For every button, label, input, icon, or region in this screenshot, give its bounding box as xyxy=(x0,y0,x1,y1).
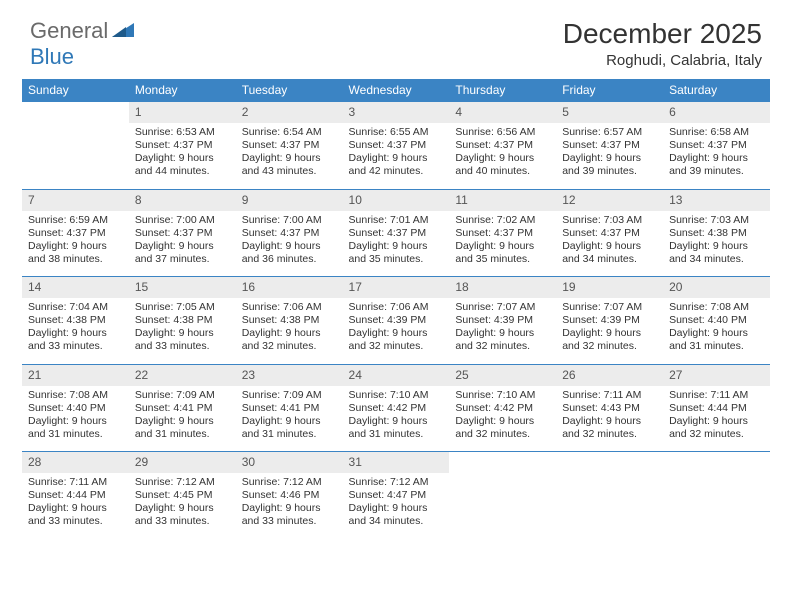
day-number-cell: 30 xyxy=(236,452,343,474)
logo-triangle-icon xyxy=(112,21,134,42)
day-number-cell: 1 xyxy=(129,102,236,124)
day-content-row: Sunrise: 7:04 AMSunset: 4:38 PMDaylight:… xyxy=(22,298,770,364)
day-content-cell: Sunrise: 7:08 AMSunset: 4:40 PMDaylight:… xyxy=(22,386,129,452)
day-number-cell: 16 xyxy=(236,277,343,299)
day-content-cell xyxy=(22,123,129,189)
calendar: Sunday Monday Tuesday Wednesday Thursday… xyxy=(0,75,792,539)
day-content-cell: Sunrise: 7:12 AMSunset: 4:46 PMDaylight:… xyxy=(236,473,343,539)
day-content-cell: Sunrise: 7:11 AMSunset: 4:44 PMDaylight:… xyxy=(22,473,129,539)
day-number-row: 28293031 xyxy=(22,452,770,474)
day-number-cell: 3 xyxy=(343,102,450,124)
day-number-cell xyxy=(449,452,556,474)
day-number-cell: 19 xyxy=(556,277,663,299)
day-content-cell: Sunrise: 7:03 AMSunset: 4:38 PMDaylight:… xyxy=(663,211,770,277)
day-number-row: 14151617181920 xyxy=(22,277,770,299)
day-number-cell: 21 xyxy=(22,364,129,386)
day-number-cell: 17 xyxy=(343,277,450,299)
day-content-row: Sunrise: 7:11 AMSunset: 4:44 PMDaylight:… xyxy=(22,473,770,539)
day-content-cell: Sunrise: 7:07 AMSunset: 4:39 PMDaylight:… xyxy=(449,298,556,364)
day-content-cell: Sunrise: 7:09 AMSunset: 4:41 PMDaylight:… xyxy=(129,386,236,452)
day-content-cell: Sunrise: 7:07 AMSunset: 4:39 PMDaylight:… xyxy=(556,298,663,364)
day-content-cell: Sunrise: 6:54 AMSunset: 4:37 PMDaylight:… xyxy=(236,123,343,189)
day-content-cell: Sunrise: 6:53 AMSunset: 4:37 PMDaylight:… xyxy=(129,123,236,189)
day-number-cell: 11 xyxy=(449,189,556,211)
day-number-cell: 7 xyxy=(22,189,129,211)
weekday-header: Thursday xyxy=(449,79,556,102)
day-number-row: 78910111213 xyxy=(22,189,770,211)
day-content-cell: Sunrise: 7:01 AMSunset: 4:37 PMDaylight:… xyxy=(343,211,450,277)
day-number-cell: 9 xyxy=(236,189,343,211)
day-content-cell: Sunrise: 6:58 AMSunset: 4:37 PMDaylight:… xyxy=(663,123,770,189)
day-content-cell: Sunrise: 7:10 AMSunset: 4:42 PMDaylight:… xyxy=(343,386,450,452)
day-content-cell: Sunrise: 6:56 AMSunset: 4:37 PMDaylight:… xyxy=(449,123,556,189)
day-number-row: 123456 xyxy=(22,102,770,124)
day-number-cell: 15 xyxy=(129,277,236,299)
day-number-cell: 23 xyxy=(236,364,343,386)
day-content-cell: Sunrise: 6:59 AMSunset: 4:37 PMDaylight:… xyxy=(22,211,129,277)
day-number-cell: 26 xyxy=(556,364,663,386)
day-content-row: Sunrise: 7:08 AMSunset: 4:40 PMDaylight:… xyxy=(22,386,770,452)
day-content-cell: Sunrise: 7:10 AMSunset: 4:42 PMDaylight:… xyxy=(449,386,556,452)
day-number-cell: 10 xyxy=(343,189,450,211)
day-content-cell: Sunrise: 7:03 AMSunset: 4:37 PMDaylight:… xyxy=(556,211,663,277)
day-content-cell: Sunrise: 7:00 AMSunset: 4:37 PMDaylight:… xyxy=(129,211,236,277)
day-number-cell: 4 xyxy=(449,102,556,124)
day-number-cell: 13 xyxy=(663,189,770,211)
day-number-cell: 18 xyxy=(449,277,556,299)
day-number-cell: 31 xyxy=(343,452,450,474)
weekday-header: Friday xyxy=(556,79,663,102)
weekday-header: Sunday xyxy=(22,79,129,102)
day-content-cell: Sunrise: 7:12 AMSunset: 4:47 PMDaylight:… xyxy=(343,473,450,539)
calendar-table: Sunday Monday Tuesday Wednesday Thursday… xyxy=(22,79,770,539)
day-number-cell: 24 xyxy=(343,364,450,386)
day-content-cell: Sunrise: 7:00 AMSunset: 4:37 PMDaylight:… xyxy=(236,211,343,277)
day-number-cell: 5 xyxy=(556,102,663,124)
day-content-cell: Sunrise: 6:57 AMSunset: 4:37 PMDaylight:… xyxy=(556,123,663,189)
day-number-cell: 8 xyxy=(129,189,236,211)
day-content-cell: Sunrise: 7:09 AMSunset: 4:41 PMDaylight:… xyxy=(236,386,343,452)
day-content-cell: Sunrise: 7:11 AMSunset: 4:44 PMDaylight:… xyxy=(663,386,770,452)
day-content-cell xyxy=(449,473,556,539)
logo-text-blue: Blue xyxy=(30,44,74,69)
day-number-cell: 25 xyxy=(449,364,556,386)
title-block: December 2025 Roghudi, Calabria, Italy xyxy=(563,18,762,69)
weekday-header: Saturday xyxy=(663,79,770,102)
weekday-header: Wednesday xyxy=(343,79,450,102)
day-number-cell: 2 xyxy=(236,102,343,124)
day-number-cell: 28 xyxy=(22,452,129,474)
day-content-cell: Sunrise: 7:08 AMSunset: 4:40 PMDaylight:… xyxy=(663,298,770,364)
day-content-cell xyxy=(663,473,770,539)
day-content-cell: Sunrise: 7:02 AMSunset: 4:37 PMDaylight:… xyxy=(449,211,556,277)
day-content-cell: Sunrise: 6:55 AMSunset: 4:37 PMDaylight:… xyxy=(343,123,450,189)
day-number-cell xyxy=(556,452,663,474)
day-content-row: Sunrise: 6:53 AMSunset: 4:37 PMDaylight:… xyxy=(22,123,770,189)
day-content-cell: Sunrise: 7:11 AMSunset: 4:43 PMDaylight:… xyxy=(556,386,663,452)
day-number-cell: 20 xyxy=(663,277,770,299)
weekday-header: Tuesday xyxy=(236,79,343,102)
logo-text-general: General xyxy=(30,18,108,44)
day-number-cell: 27 xyxy=(663,364,770,386)
day-content-cell: Sunrise: 7:05 AMSunset: 4:38 PMDaylight:… xyxy=(129,298,236,364)
day-content-cell xyxy=(556,473,663,539)
day-content-cell: Sunrise: 7:12 AMSunset: 4:45 PMDaylight:… xyxy=(129,473,236,539)
day-number-cell: 14 xyxy=(22,277,129,299)
day-number-cell xyxy=(22,102,129,124)
day-content-cell: Sunrise: 7:06 AMSunset: 4:38 PMDaylight:… xyxy=(236,298,343,364)
location-text: Roghudi, Calabria, Italy xyxy=(563,52,762,69)
day-content-cell: Sunrise: 7:06 AMSunset: 4:39 PMDaylight:… xyxy=(343,298,450,364)
day-number-cell: 6 xyxy=(663,102,770,124)
day-number-cell: 22 xyxy=(129,364,236,386)
header: General December 2025 Roghudi, Calabria,… xyxy=(0,0,792,75)
day-number-cell: 12 xyxy=(556,189,663,211)
weekday-header-row: Sunday Monday Tuesday Wednesday Thursday… xyxy=(22,79,770,102)
day-content-row: Sunrise: 6:59 AMSunset: 4:37 PMDaylight:… xyxy=(22,211,770,277)
day-content-cell: Sunrise: 7:04 AMSunset: 4:38 PMDaylight:… xyxy=(22,298,129,364)
day-number-cell: 29 xyxy=(129,452,236,474)
weekday-header: Monday xyxy=(129,79,236,102)
month-title: December 2025 xyxy=(563,18,762,50)
day-number-row: 21222324252627 xyxy=(22,364,770,386)
logo: General xyxy=(30,18,136,44)
day-number-cell xyxy=(663,452,770,474)
